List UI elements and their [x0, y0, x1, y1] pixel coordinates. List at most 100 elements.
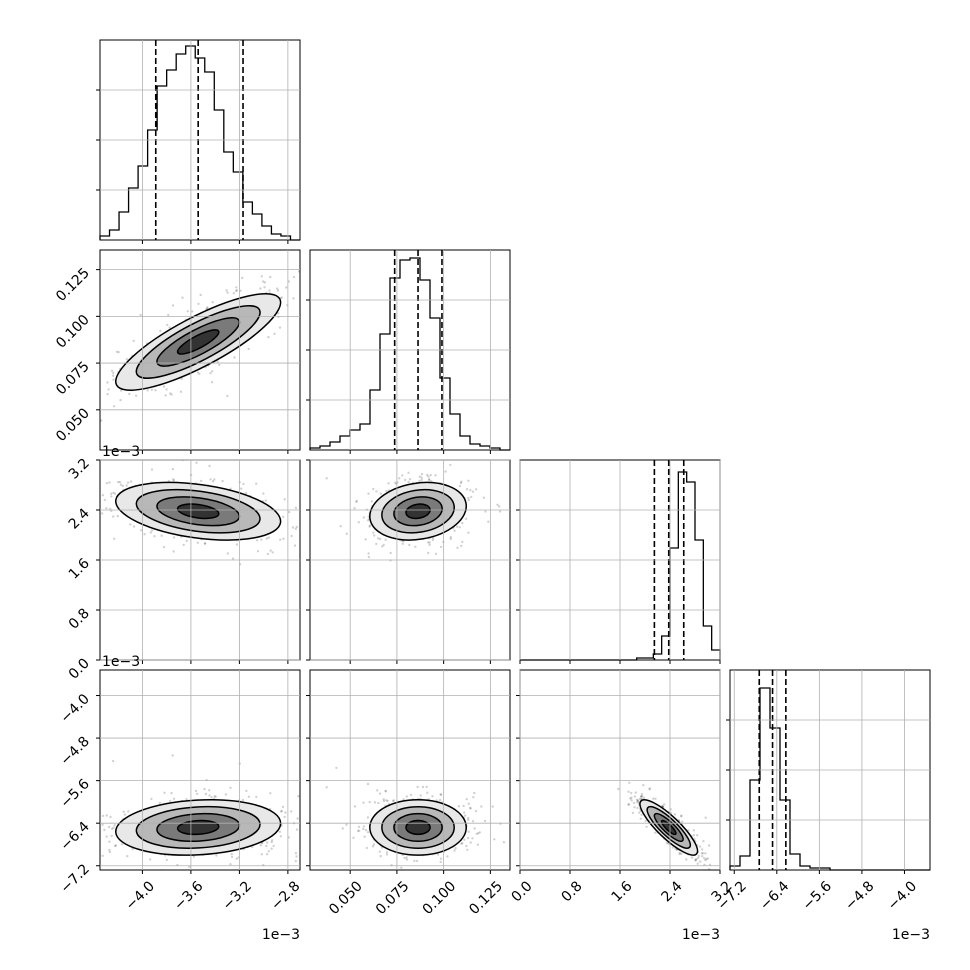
scatter-point: [690, 856, 694, 859]
scatter-point: [283, 815, 286, 819]
scatter-point: [82, 498, 84, 500]
scatter-point: [429, 474, 432, 477]
scatter-point: [167, 313, 170, 317]
scatter-point: [171, 304, 175, 307]
scatter-point: [226, 394, 229, 398]
scatter-point: [701, 852, 705, 855]
grid-lines: [310, 250, 510, 450]
scatter-point: [372, 487, 375, 491]
scatter-point: [632, 801, 636, 805]
scatter-point: [195, 461, 198, 464]
scatter-point: [375, 542, 378, 546]
scatter-point: [335, 766, 338, 770]
scatter-point: [294, 506, 298, 510]
scatter-point: [125, 358, 129, 361]
scatter-point: [134, 394, 138, 397]
scatter-point: [103, 828, 106, 832]
scatter-point: [449, 463, 452, 467]
scatter-point: [425, 785, 428, 789]
scatter-point: [377, 801, 380, 805]
histogram-step: [99, 45, 300, 241]
scatter-point: [20, 844, 22, 846]
scatter-point: [290, 534, 293, 538]
scatter-point: [262, 492, 265, 495]
x-tick-label: 2.4: [659, 878, 686, 905]
scatter-point: [291, 526, 295, 529]
scatter-point: [276, 287, 279, 290]
scatter-point: [478, 831, 481, 834]
scatter-point: [352, 836, 355, 839]
scatter-panel-2-1: [306, 459, 511, 664]
scatter-point: [355, 499, 358, 503]
scatter-point: [640, 795, 643, 799]
scatter-point: [707, 872, 709, 874]
scatter-point: [483, 819, 487, 823]
panel-content: [86, 270, 330, 429]
x-tick-label: 0.050: [326, 878, 366, 918]
x-offset-label: 1e−3: [262, 927, 300, 943]
scatter-point: [225, 289, 228, 292]
x-tick-label: −6.4: [757, 878, 792, 913]
scatter-point: [239, 289, 242, 292]
scatter-point: [109, 507, 112, 511]
scatter-point: [185, 539, 188, 543]
contour-line: [135, 305, 261, 379]
scatter-point: [105, 835, 108, 838]
scatter-point: [95, 378, 97, 380]
scatter-point: [86, 427, 88, 429]
x-tick-label: −4.0: [885, 878, 920, 913]
scatter-point: [498, 505, 501, 508]
scatter-point: [496, 503, 499, 506]
scatter-point: [229, 487, 232, 490]
scatter-point: [382, 798, 385, 801]
contour-line: [381, 488, 455, 534]
scatter-point: [233, 356, 236, 359]
scatter-point: [203, 787, 206, 791]
scatter-point: [235, 289, 238, 293]
scatter-point: [214, 795, 217, 798]
scatter-point: [627, 790, 630, 793]
scatter-point: [328, 273, 330, 275]
axes-frame: [99, 669, 301, 871]
scatter-point: [180, 377, 183, 381]
scatter-point: [107, 388, 110, 391]
scatter-point: [409, 793, 413, 797]
scatter-point: [172, 536, 176, 539]
scatter-point: [376, 537, 380, 540]
scatter-point: [407, 480, 410, 484]
scatter-point: [498, 510, 502, 513]
scatter-point: [108, 848, 111, 852]
scatter-point: [112, 405, 116, 408]
scatter-point: [697, 856, 700, 860]
scatter-point: [640, 792, 644, 796]
scatter-point: [110, 369, 114, 372]
scatter-point: [703, 876, 705, 878]
scatter-point: [127, 810, 130, 813]
scatter-point: [264, 499, 267, 502]
scatter-point: [200, 479, 203, 483]
scatter-point: [181, 296, 184, 299]
scatter-point: [203, 542, 207, 545]
scatter-point: [467, 496, 470, 500]
scatter-point: [294, 852, 298, 855]
scatter-point: [113, 537, 116, 540]
scatter-point: [235, 286, 238, 289]
grid-lines: [100, 459, 300, 661]
scatter-point: [403, 478, 407, 482]
scatter-point: [648, 788, 651, 791]
scatter-point: [480, 805, 483, 808]
scatter-point: [470, 495, 473, 499]
scatter-point: [216, 360, 219, 363]
density-fill: [405, 820, 431, 835]
scatter-point: [407, 471, 410, 474]
scatter-point: [379, 854, 382, 858]
grid-lines: [519, 460, 721, 660]
scatter-point: [150, 388, 153, 391]
scatter-point: [439, 860, 442, 864]
scatter-point: [94, 847, 96, 849]
scatter-point: [267, 536, 270, 539]
scatter-point: [381, 545, 384, 548]
scatter-point: [697, 854, 700, 858]
scatter-point: [353, 507, 356, 510]
